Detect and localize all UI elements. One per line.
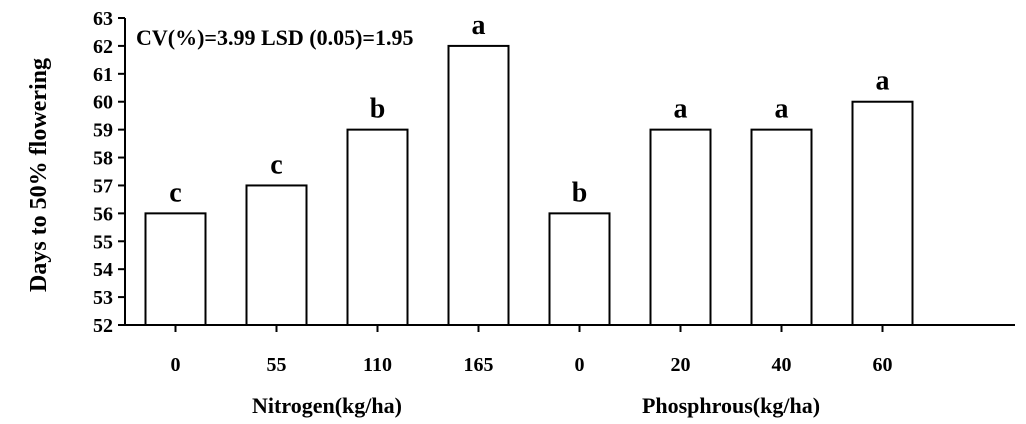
- stats-annotation: CV(%)=3.99 LSD (0.05)=1.95: [136, 25, 413, 50]
- y-tick-label: 55: [93, 231, 113, 253]
- y-tick-label: 59: [93, 120, 113, 142]
- bar: [750, 128, 813, 326]
- x-tick-label: 20: [671, 354, 691, 376]
- y-tick-label: 54: [93, 259, 113, 281]
- bar: [346, 128, 409, 326]
- y-tick-label: 58: [93, 148, 113, 170]
- x-tick-label: 0: [575, 354, 585, 376]
- y-axis-label: Days to 50% flowering: [26, 58, 52, 292]
- y-tick-label: 62: [93, 36, 113, 58]
- x-tick-label: 55: [267, 354, 287, 376]
- x-tick-label: 110: [363, 354, 392, 376]
- x-axis-tick-labels: 0 55 110 165 0 20 40 60: [171, 354, 893, 376]
- significance-letter: b: [370, 94, 386, 125]
- x-tick-label: 0: [171, 354, 181, 376]
- y-tick-label: 61: [93, 64, 113, 86]
- significance-letter: b: [572, 177, 588, 208]
- y-tick-label: 57: [93, 175, 113, 197]
- x-tick-label: 60: [873, 354, 893, 376]
- bar: [144, 212, 207, 326]
- group-label: Phosphrous(kg/ha): [642, 393, 820, 418]
- significance-letter: c: [169, 177, 181, 208]
- group-label: Nitrogen(kg/ha): [252, 393, 402, 418]
- bar: [649, 128, 712, 326]
- significance-letter: c: [270, 149, 282, 180]
- x-tick-label: 165: [464, 354, 494, 376]
- x-tick-label: 40: [772, 354, 792, 376]
- y-tick-label: 63: [93, 8, 113, 30]
- bars: [144, 44, 914, 332]
- significance-letters: c c b a b a a a: [169, 10, 889, 208]
- bar: [245, 184, 308, 326]
- y-axis-ticks: 52 53 54 55 56 57 58 59 60 61 62 63: [93, 8, 125, 337]
- significance-letter: a: [674, 94, 688, 125]
- significance-letter: a: [775, 94, 789, 125]
- y-tick-label: 53: [93, 287, 113, 309]
- significance-letter: a: [876, 66, 890, 97]
- bar: [447, 44, 510, 327]
- bar: [548, 212, 611, 326]
- bar: [851, 100, 914, 326]
- group-labels: Nitrogen(kg/ha) Phosphrous(kg/ha): [252, 393, 820, 418]
- y-tick-label: 56: [93, 203, 113, 225]
- y-tick-label: 52: [93, 315, 113, 337]
- significance-letter: a: [472, 10, 486, 41]
- y-tick-label: 60: [93, 92, 113, 114]
